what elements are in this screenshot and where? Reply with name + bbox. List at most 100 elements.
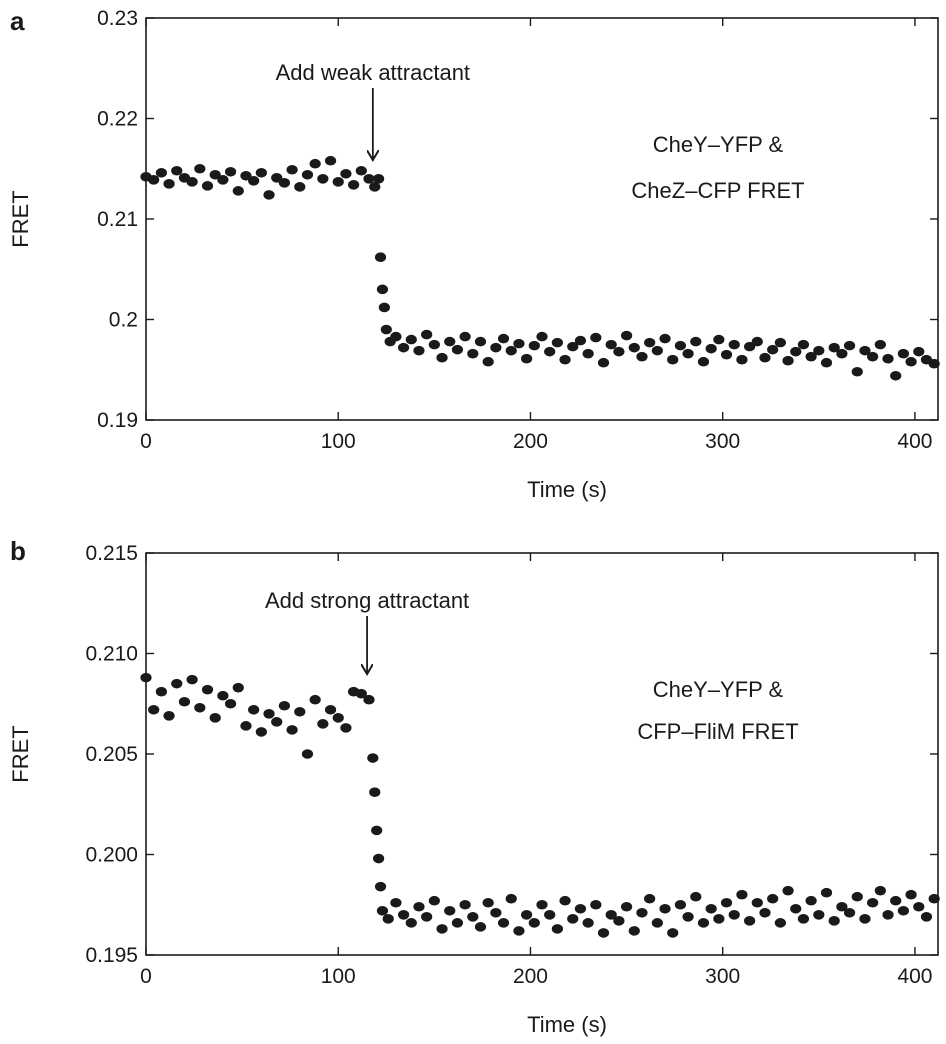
data-point bbox=[890, 895, 902, 906]
data-point bbox=[928, 358, 940, 369]
data-point bbox=[528, 340, 540, 351]
data-point bbox=[474, 336, 487, 347]
data-point bbox=[201, 181, 214, 191]
data-point bbox=[574, 903, 587, 914]
data-point bbox=[913, 901, 925, 912]
data-point bbox=[744, 341, 756, 352]
data-point bbox=[332, 713, 344, 723]
data-point bbox=[209, 169, 221, 180]
y-tick-label: 0.210 bbox=[85, 643, 138, 666]
y-tick-label: 0.195 bbox=[85, 944, 138, 967]
data-point bbox=[376, 284, 389, 295]
data-point bbox=[490, 342, 502, 353]
data-point bbox=[797, 339, 810, 350]
data-point bbox=[444, 905, 456, 916]
data-point bbox=[444, 336, 456, 347]
x-tick-label: 300 bbox=[705, 430, 740, 453]
data-point bbox=[467, 348, 479, 359]
data-point bbox=[405, 334, 417, 345]
data-point bbox=[620, 901, 633, 912]
y-tick-label: 0.23 bbox=[97, 7, 138, 30]
data-point bbox=[436, 924, 448, 934]
y-axis-label: FRET bbox=[8, 725, 33, 782]
data-point bbox=[390, 897, 402, 908]
legend-text: CFP–FliM FRET bbox=[637, 719, 798, 744]
data-point bbox=[567, 341, 579, 352]
y-tick-label: 0.22 bbox=[97, 108, 138, 131]
data-point bbox=[813, 345, 825, 356]
data-point bbox=[155, 686, 167, 697]
data-point bbox=[421, 912, 433, 922]
data-point bbox=[497, 918, 510, 928]
data-point bbox=[790, 903, 802, 914]
data-point bbox=[551, 337, 563, 348]
data-point bbox=[559, 354, 571, 365]
chart-panel-a: a 0 100 200 300 400 0.19 0.2 0.21 0.22 0.23 Time (s… bbox=[8, 6, 940, 502]
data-point bbox=[355, 165, 367, 176]
data-point bbox=[140, 672, 152, 683]
data-point bbox=[355, 688, 367, 699]
data-point bbox=[369, 182, 381, 192]
data-point bbox=[363, 694, 375, 705]
y-axis-label: FRET bbox=[8, 190, 33, 247]
x-tick-label: 400 bbox=[897, 965, 932, 988]
data-point bbox=[544, 346, 556, 357]
data-point bbox=[309, 158, 321, 169]
data-point bbox=[271, 717, 283, 727]
data-point bbox=[828, 342, 840, 353]
data-point bbox=[682, 348, 694, 359]
data-point bbox=[482, 356, 494, 367]
data-point bbox=[286, 725, 298, 735]
data-point bbox=[513, 926, 525, 936]
data-point bbox=[194, 163, 206, 174]
data-point bbox=[376, 905, 389, 916]
data-point bbox=[232, 682, 244, 693]
data-point bbox=[790, 346, 802, 357]
data-point bbox=[905, 889, 917, 900]
data-point bbox=[255, 727, 267, 737]
data-point bbox=[428, 895, 440, 906]
y-tick-label: 0.205 bbox=[85, 743, 138, 766]
data-point bbox=[309, 694, 321, 705]
data-point bbox=[843, 340, 856, 351]
data-point bbox=[659, 903, 671, 914]
data-point bbox=[697, 356, 710, 367]
data-point bbox=[905, 356, 917, 367]
data-point bbox=[728, 339, 740, 350]
data-point bbox=[286, 164, 298, 175]
data-point bbox=[240, 170, 252, 181]
data-point bbox=[232, 186, 244, 196]
y-tick-label: 0.21 bbox=[97, 208, 138, 231]
plot-frame bbox=[145, 17, 939, 421]
data-point bbox=[697, 918, 710, 928]
data-point bbox=[397, 342, 410, 353]
data-point bbox=[820, 887, 833, 898]
data-point bbox=[374, 252, 387, 262]
data-point bbox=[148, 704, 160, 715]
data-point bbox=[278, 178, 291, 188]
data-point bbox=[324, 704, 337, 715]
data-point bbox=[582, 348, 594, 359]
data-point bbox=[294, 706, 306, 717]
data-point bbox=[482, 897, 494, 908]
data-point bbox=[332, 177, 344, 187]
data-point bbox=[782, 885, 794, 896]
data-point bbox=[369, 787, 381, 797]
data-point bbox=[348, 180, 360, 190]
data-point bbox=[382, 914, 394, 924]
x-axis-label: Time (s) bbox=[527, 1012, 607, 1037]
data-point bbox=[720, 897, 733, 908]
data-point bbox=[590, 332, 602, 343]
data-point bbox=[263, 709, 275, 719]
data-point bbox=[628, 342, 640, 353]
data-point bbox=[836, 901, 848, 912]
data-point bbox=[163, 179, 175, 189]
data-point bbox=[378, 302, 390, 313]
data-point bbox=[248, 176, 260, 186]
data-point bbox=[536, 331, 548, 342]
data-point bbox=[636, 351, 648, 362]
data-point bbox=[613, 346, 625, 357]
data-point bbox=[397, 910, 410, 920]
data-point bbox=[451, 918, 464, 928]
